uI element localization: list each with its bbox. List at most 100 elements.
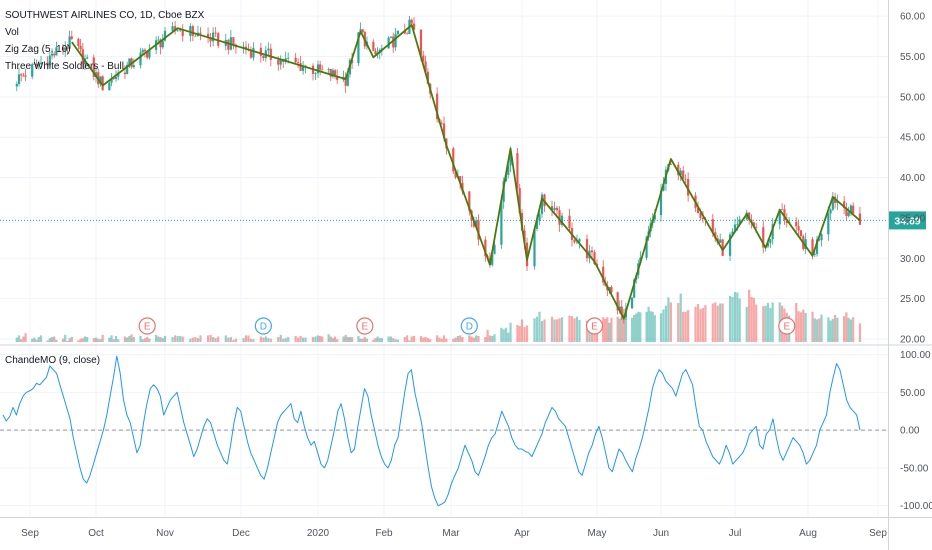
symbol-title[interactable]: SOUTHWEST AIRLINES CO, 1D, Cboe BZX	[5, 10, 205, 21]
candle-body	[396, 30, 399, 34]
volume-bar	[227, 337, 230, 342]
candle-body	[484, 239, 487, 257]
candle-body	[70, 36, 73, 39]
volume-bar	[61, 338, 65, 342]
candle-body	[736, 223, 739, 225]
volume-bar	[199, 335, 202, 342]
volume-bar	[667, 297, 670, 342]
dividend-event-marker[interactable]: D	[254, 317, 272, 335]
candle-body	[181, 29, 184, 36]
candle-body	[287, 57, 290, 59]
volume-bar	[387, 336, 390, 342]
volume-bar	[820, 314, 823, 342]
candle-body	[755, 226, 758, 228]
volume-bar	[336, 339, 339, 342]
volume-bar	[533, 318, 536, 342]
candle-body	[699, 213, 702, 218]
candle-body	[252, 47, 255, 58]
volume-bar	[161, 338, 164, 342]
volume-bar	[540, 321, 544, 342]
volume-bar	[123, 336, 127, 342]
candle-body	[86, 57, 89, 59]
volume-bar	[553, 319, 556, 342]
volume-bar	[108, 337, 111, 342]
volume-bar	[440, 338, 443, 342]
oscillator-title[interactable]: ChandeMO (9, close)	[5, 355, 101, 366]
volume-bar	[37, 337, 40, 342]
candle-body	[799, 230, 803, 237]
volume-bar	[694, 306, 697, 342]
x-tick-label: Aug	[799, 528, 817, 539]
candle-body	[267, 48, 270, 51]
x-tick-label: May	[588, 528, 607, 539]
volume-bar	[329, 336, 332, 342]
candle-body	[163, 30, 167, 41]
volume-bar	[163, 335, 167, 342]
volume-bar	[92, 338, 95, 342]
candle-body	[468, 191, 471, 211]
volume-bar	[520, 319, 524, 342]
volume-bar	[244, 335, 248, 342]
candle-body	[357, 32, 360, 64]
candle-body	[507, 165, 510, 175]
dividend-event-marker[interactable]: D	[460, 317, 478, 335]
candle-body	[610, 287, 613, 293]
candle-body	[176, 30, 179, 32]
volume-bar	[651, 311, 654, 342]
price-tick-label: 50.00	[900, 92, 925, 103]
candle-body	[374, 50, 377, 55]
price-tick-label: 30.00	[900, 254, 925, 265]
candle-body	[590, 250, 594, 253]
candle-body	[157, 39, 160, 41]
indicator-label-zigzag[interactable]: Zig Zag (5, 10)	[5, 44, 71, 55]
candle-body	[452, 148, 455, 172]
volume-bar	[608, 322, 611, 342]
candle-body	[593, 252, 596, 265]
candle-body	[778, 209, 781, 225]
volume-bar	[262, 337, 265, 342]
x-tick-label: Sep	[869, 528, 887, 539]
candle-body	[189, 26, 192, 36]
volume-bar	[64, 334, 67, 342]
volume-bar	[146, 337, 149, 342]
volume-bar	[344, 334, 347, 342]
candle-body	[79, 45, 82, 50]
volume-bar	[22, 336, 25, 342]
earnings-event-marker[interactable]: E	[138, 317, 156, 335]
event-marker-circle	[138, 317, 156, 335]
volume-bar	[412, 335, 416, 342]
volume-bar	[212, 337, 215, 342]
volume-bar	[179, 335, 182, 342]
volume-bar	[653, 315, 656, 342]
earnings-event-marker[interactable]: E	[356, 317, 374, 335]
volume-bar	[297, 337, 300, 342]
volume-bar	[811, 311, 814, 342]
volume-bar	[333, 336, 337, 342]
candle-body	[684, 178, 687, 180]
volume-bar	[159, 337, 162, 342]
earnings-event-marker[interactable]: E	[585, 317, 604, 335]
volume-bar	[659, 313, 663, 342]
osc-tick-label: 50.00	[900, 388, 925, 399]
volume-bar	[704, 305, 707, 342]
volume-bar	[376, 336, 379, 342]
candle-body	[329, 68, 332, 77]
indicator-label-three-white-soldiers[interactable]: Three White Soldiers - Bull	[5, 61, 124, 72]
volume-bar	[214, 338, 217, 342]
candle-body	[780, 209, 784, 211]
candle-body	[50, 53, 54, 56]
candle-body	[849, 205, 853, 213]
volume-bar	[350, 337, 354, 342]
candle-body	[533, 228, 536, 267]
volume-bar	[699, 309, 702, 342]
earnings-event-marker[interactable]: E	[778, 317, 796, 335]
candle-body	[748, 212, 751, 220]
candle-body	[500, 201, 503, 245]
volume-bar	[157, 336, 160, 342]
indicator-label-vol[interactable]: Vol	[5, 27, 19, 38]
volume-bar	[277, 337, 280, 342]
candle-body	[752, 222, 755, 227]
